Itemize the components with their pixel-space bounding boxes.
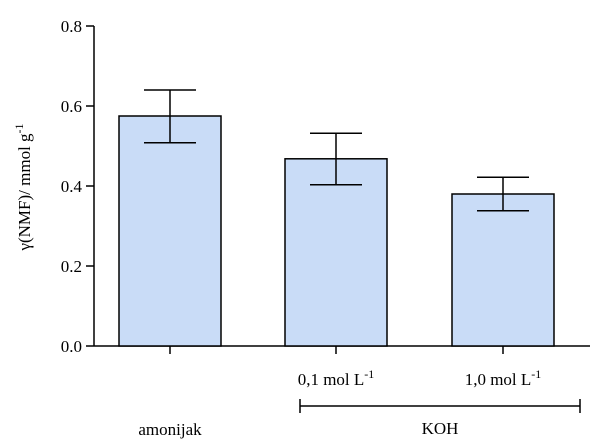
y-axis-title-text: γ(NMF)/ mmol g [15,133,34,252]
y-tick-label: 0.6 [61,97,82,116]
y-tick-label: 0.8 [61,17,82,36]
category-label: 1,0 mol L-1 [465,367,542,389]
y-axis-title: γ(NMF)/ mmol g-1 [12,123,34,251]
group-label: KOH [422,419,459,438]
y-tick-label: 0.2 [61,257,82,276]
category-labels: amonijak 0,1 mol L-1 1,0 mol L-1 [138,346,541,439]
error-bar [310,132,362,186]
category-label: 0,1 mol L-1 [298,367,375,389]
y-tick-label: 0.4 [61,177,83,196]
y-tick-label: 0.0 [61,337,82,356]
error-bar [144,89,196,144]
error-bar [477,176,529,212]
bar [284,158,388,347]
category-label: amonijak [138,420,202,439]
group-bracket: KOH [299,399,581,438]
bars [118,115,555,347]
y-ticks: 0.0 0.2 0.4 0.6 0.8 [61,17,94,356]
bar [451,193,555,347]
y-axis-title-superscript: -1 [12,123,26,133]
error-bars [144,89,529,212]
bar [118,115,222,347]
